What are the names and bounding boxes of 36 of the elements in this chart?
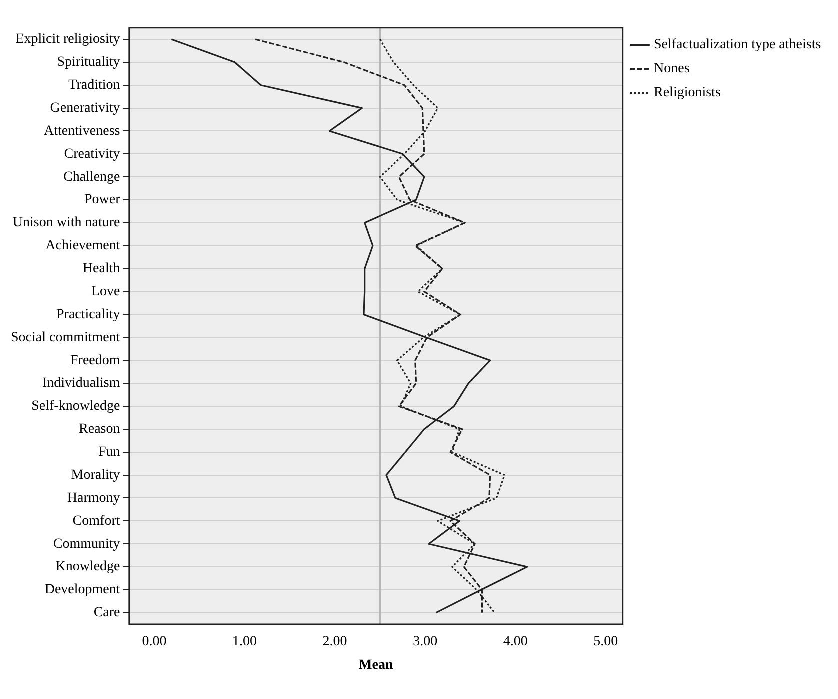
x-tick-label: 2.00: [322, 634, 348, 650]
x-axis-title: Mean: [359, 658, 394, 674]
y-tick-label: Social commitment: [10, 330, 120, 346]
y-tick-label: Unison with nature: [12, 216, 120, 231]
y-tick-label: Health: [82, 262, 120, 277]
y-tick-label: Practicality: [56, 307, 120, 322]
y-tick-label: Power: [84, 192, 121, 208]
legend-label: Religionists: [654, 86, 721, 101]
y-tick-label: Harmony: [67, 490, 120, 506]
legend-label: Nones: [654, 62, 690, 77]
y-tick-label: Care: [94, 606, 120, 621]
legend-label: Selfactualization type atheists: [654, 38, 822, 53]
y-tick-label: Comfort: [72, 514, 120, 529]
y-tick-label: Freedom: [70, 353, 120, 368]
y-tick-label: Tradition: [68, 78, 120, 94]
y-tick-label: Challenge: [63, 170, 120, 185]
y-tick-label: Fun: [98, 445, 120, 460]
x-tick-label: 5.00: [594, 634, 618, 650]
y-tick-label: Generativity: [50, 100, 120, 116]
y-tick-label: Attentiveness: [44, 124, 120, 139]
y-tick-label: Individualism: [42, 376, 120, 392]
y-tick-label: Explicit religiosity: [16, 32, 120, 48]
x-tick-label: 0.00: [142, 634, 167, 650]
x-tick-label: 3.00: [413, 634, 438, 650]
y-tick-label: Spirituality: [57, 55, 120, 70]
x-tick-label: 4.00: [503, 634, 528, 650]
y-tick-label: Development: [44, 582, 120, 598]
y-tick-label: Love: [91, 284, 120, 300]
y-tick-label: Community: [53, 536, 120, 552]
y-tick-label: Creativity: [64, 146, 120, 162]
y-tick-label: Self-knowledge: [32, 399, 120, 414]
y-tick-label: Reason: [79, 422, 120, 438]
y-tick-label: Achievement: [46, 238, 120, 254]
x-tick-label: 1.00: [232, 634, 258, 650]
y-tick-label: Knowledge: [56, 560, 120, 575]
y-tick-label: Morality: [71, 468, 120, 483]
